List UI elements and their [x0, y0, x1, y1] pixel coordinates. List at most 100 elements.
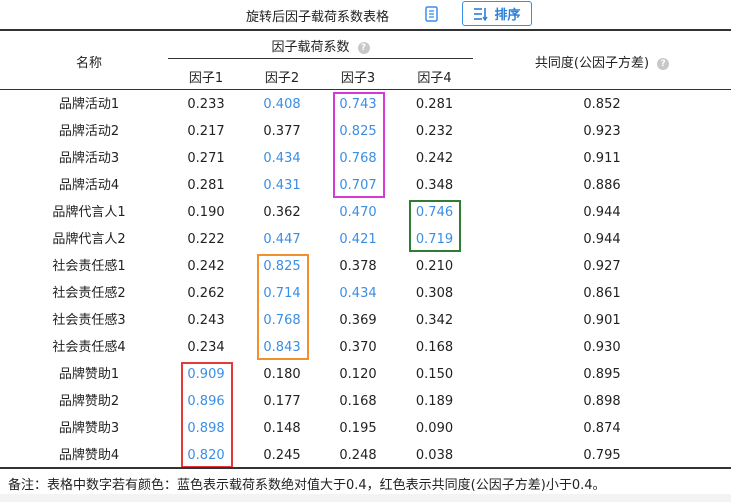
- loading-group-header: 因子载荷系数?: [168, 36, 473, 55]
- factor1-value: 0.242: [187, 259, 225, 274]
- factor2-value: 0.447: [263, 232, 301, 247]
- factor2-value: 0.825: [263, 259, 301, 274]
- communality-value: 0.795: [583, 448, 621, 463]
- factor4-value: 0.308: [415, 286, 454, 301]
- communality-value: 0.886: [583, 178, 621, 193]
- row-name: 品牌赞助4: [58, 448, 120, 463]
- table-row: 品牌代言人2 0.222 0.447 0.421 0.719 0.944: [0, 226, 731, 253]
- factor3-value: 0.825: [339, 124, 377, 139]
- factor1-value: 0.896: [187, 394, 225, 409]
- factor1-header: 因子1: [188, 71, 224, 86]
- factor3-value: 0.707: [339, 178, 377, 193]
- factor3-value: 0.768: [339, 151, 377, 166]
- bottom-strip: [0, 494, 731, 502]
- communality-value: 0.861: [583, 286, 621, 301]
- row-name: 社会责任感4: [52, 340, 126, 355]
- factor3-value: 0.378: [339, 259, 377, 274]
- factor2-value: 0.408: [263, 97, 301, 112]
- factor2-value: 0.434: [263, 151, 301, 166]
- help-icon[interactable]: ?: [657, 58, 670, 70]
- factor4-value: 0.168: [415, 340, 454, 355]
- factor4-value: 0.746: [415, 205, 454, 220]
- factor3-header: 因子3: [340, 71, 376, 86]
- communality-value: 0.911: [583, 151, 621, 166]
- factor3-value: 0.743: [339, 97, 377, 112]
- communality-value: 0.944: [583, 232, 621, 247]
- table-row: 品牌活动3 0.271 0.434 0.768 0.242 0.911: [0, 145, 731, 172]
- factor3-value: 0.195: [339, 421, 377, 436]
- factor2-value: 0.180: [263, 367, 301, 382]
- factor1-value: 0.217: [187, 124, 225, 139]
- factor4-value: 0.090: [415, 421, 454, 436]
- factor4-value: 0.242: [415, 151, 454, 166]
- factor2-value: 0.714: [263, 286, 301, 301]
- copy-icon[interactable]: [424, 5, 440, 23]
- factor4-header: 因子4: [417, 71, 452, 86]
- communality-value: 0.927: [583, 259, 621, 274]
- factor1-value: 0.233: [187, 97, 225, 112]
- factor3-value: 0.421: [339, 232, 377, 247]
- communality-value: 0.923: [583, 124, 621, 139]
- factor1-value: 0.243: [187, 313, 225, 328]
- factor2-value: 0.768: [263, 313, 301, 328]
- row-name: 社会责任感1: [52, 259, 126, 274]
- factor1-value: 0.262: [187, 286, 225, 301]
- row-name: 品牌活动1: [58, 97, 120, 112]
- factor3-value: 0.434: [339, 286, 377, 301]
- row-name: 社会责任感2: [52, 286, 126, 301]
- table-row: 品牌赞助2 0.896 0.177 0.168 0.189 0.898: [0, 388, 731, 415]
- factor1-value: 0.222: [187, 232, 225, 247]
- factor2-value: 0.843: [263, 340, 301, 355]
- row-name: 品牌活动4: [58, 178, 120, 193]
- factor4-value: 0.189: [415, 394, 454, 409]
- row-name: 社会责任感3: [52, 313, 126, 328]
- factor4-value: 0.150: [415, 367, 454, 382]
- factor3-value: 0.120: [339, 367, 377, 382]
- table-top-rule: [0, 29, 731, 31]
- factor2-value: 0.245: [263, 448, 301, 463]
- factor4-value: 0.281: [415, 97, 454, 112]
- name-column-header: 名称: [75, 56, 102, 71]
- table-row: 品牌赞助1 0.909 0.180 0.120 0.150 0.895: [0, 361, 731, 388]
- table-row: 社会责任感3 0.243 0.768 0.369 0.342 0.901: [0, 307, 731, 334]
- table-row: 社会责任感4 0.234 0.843 0.370 0.168 0.930: [0, 334, 731, 361]
- table-bottom-rule: [0, 467, 731, 469]
- communality-value: 0.852: [583, 97, 621, 112]
- table-row: 品牌活动1 0.233 0.408 0.743 0.281 0.852: [0, 91, 731, 118]
- row-name: 品牌活动3: [58, 151, 120, 166]
- factor4-value: 0.342: [415, 313, 454, 328]
- highlight-box-magenta: [333, 92, 385, 198]
- row-name: 品牌代言人1: [52, 205, 126, 220]
- row-name: 品牌活动2: [58, 124, 120, 139]
- factor2-value: 0.148: [263, 421, 301, 436]
- communality-value: 0.874: [583, 421, 621, 436]
- row-name: 品牌代言人2: [52, 232, 126, 247]
- row-name: 品牌赞助3: [58, 421, 120, 436]
- footnote: 备注：表格中数字若有颜色：蓝色表示载荷系数绝对值大于0.4，红色表示共同度(公因…: [8, 478, 606, 493]
- factor4-value: 0.348: [415, 178, 454, 193]
- sort-button[interactable]: 排序: [462, 1, 532, 26]
- factor3-value: 0.168: [339, 394, 377, 409]
- row-name: 品牌赞助2: [58, 394, 120, 409]
- table-row: 品牌活动4 0.281 0.431 0.707 0.348 0.886: [0, 172, 731, 199]
- factor1-value: 0.909: [187, 367, 225, 382]
- communality-value: 0.944: [583, 205, 621, 220]
- table-row: 品牌赞助3 0.898 0.148 0.195 0.090 0.874: [0, 415, 731, 442]
- highlight-box-orange: [257, 254, 309, 360]
- factor1-value: 0.190: [187, 205, 225, 220]
- help-icon[interactable]: ?: [357, 42, 370, 54]
- factor1-value: 0.281: [187, 178, 225, 193]
- group-header-rule: [168, 58, 473, 59]
- table-row: 品牌代言人1 0.190 0.362 0.470 0.746 0.944: [0, 199, 731, 226]
- factor1-value: 0.234: [187, 340, 225, 355]
- factor3-value: 0.470: [339, 205, 377, 220]
- factor3-value: 0.248: [339, 448, 377, 463]
- table-row: 品牌活动2 0.217 0.377 0.825 0.232 0.923: [0, 118, 731, 145]
- factor2-header: 因子2: [264, 71, 300, 86]
- factor4-value: 0.210: [415, 259, 454, 274]
- table-row: 社会责任感2 0.262 0.714 0.434 0.308 0.861: [0, 280, 731, 307]
- factor2-value: 0.377: [263, 124, 301, 139]
- sort-icon: [474, 7, 489, 21]
- factor4-value: 0.719: [415, 232, 454, 247]
- header-bottom-rule: [0, 89, 731, 90]
